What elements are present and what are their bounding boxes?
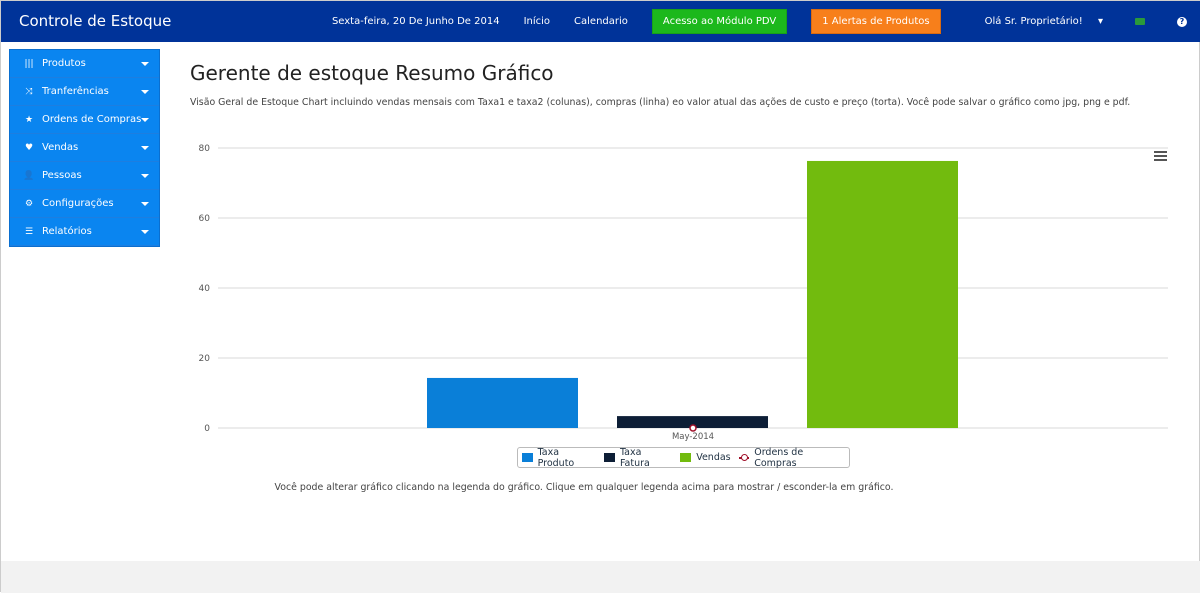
- y-tick-label: 20: [199, 354, 211, 364]
- line-point-ordens-de-compras: [689, 424, 697, 432]
- legend-item[interactable]: Ordens de Compras: [738, 446, 845, 469]
- sidebar: ||| Produtos ⤨ Tranferências ★ Ordens de Comp…: [9, 49, 160, 247]
- help-icon[interactable]: ?: [1177, 16, 1187, 27]
- user-menu-label: Olá Sr. Proprietário!: [984, 16, 1083, 27]
- nav-calendario[interactable]: Calendario: [574, 16, 628, 27]
- barcode-icon: |||: [24, 58, 34, 69]
- caret-down-icon: [141, 202, 149, 206]
- sidebar-item-0[interactable]: ||| Produtos: [10, 50, 159, 78]
- sidebar-item-label: Pessoas: [42, 170, 82, 181]
- sidebar-item-label: Vendas: [42, 142, 79, 153]
- legend-item[interactable]: Taxa Produto: [522, 447, 596, 469]
- pdv-button[interactable]: Acesso ao Módulo PDV: [651, 9, 788, 34]
- caret-down-icon: [141, 174, 149, 178]
- sidebar-item-label: Ordens de Compras: [42, 114, 142, 125]
- legend-label: Taxa Produto: [537, 446, 575, 469]
- nav-inicio[interactable]: Início: [523, 16, 551, 27]
- sidebar-item-3[interactable]: ♥ Vendas: [10, 134, 159, 162]
- footer: [1, 561, 1200, 593]
- star-icon: ★: [24, 114, 34, 125]
- random-icon: ⤨: [25, 86, 33, 97]
- legend-swatch: [604, 453, 615, 462]
- y-tick-label: 80: [199, 144, 211, 154]
- caret-down-icon: [141, 90, 149, 94]
- chart: 0 20 40 60 80 May-2014: [199, 144, 1168, 442]
- legend-item[interactable]: Vendas: [680, 452, 731, 463]
- legend-swatch: [680, 453, 692, 462]
- caret-down-icon: [141, 62, 149, 66]
- cog-icon: ⚙: [24, 198, 34, 209]
- user-menu[interactable]: Olá Sr. Proprietário! ▾: [984, 16, 1103, 27]
- x-tick-label: May-2014: [672, 432, 714, 442]
- legend-label: Vendas: [696, 452, 731, 463]
- bar-vendas: [807, 160, 958, 428]
- caret-down-icon: [141, 146, 149, 150]
- page-title: Gerente de estoque Resumo Gráfico: [190, 61, 554, 85]
- page-description: Visão Geral de Estoque Chart incluindo v…: [190, 97, 1131, 108]
- sidebar-item-label: Configurações: [42, 198, 114, 209]
- sidebar-item-label: Produtos: [42, 58, 86, 69]
- list-icon: ☰: [24, 226, 34, 237]
- legend-line-marker-icon: [738, 453, 750, 462]
- sidebar-item-6[interactable]: ☰ Relatórios: [10, 218, 159, 246]
- sidebar-item-1[interactable]: ⤨ Tranferências: [10, 78, 159, 106]
- sidebar-item-label: Relatórios: [42, 226, 92, 237]
- alerts-button[interactable]: 1 Alertas de Produtos: [811, 9, 941, 34]
- brand-title[interactable]: Controle de Estoque: [19, 12, 172, 30]
- bar-taxa-produto: [427, 377, 578, 428]
- navbar: Controle de Estoque Sexta-feira, 20 De J…: [1, 1, 1200, 42]
- y-tick-label: 0: [204, 424, 210, 434]
- caret-down-icon: [141, 230, 149, 234]
- bar-taxa-fatura: [617, 416, 768, 428]
- caret-down-icon: [141, 118, 149, 122]
- sidebar-item-4[interactable]: 👤 Pessoas: [10, 162, 159, 190]
- y-tick-label: 60: [199, 214, 211, 224]
- sidebar-item-2[interactable]: ★ Ordens de Compras: [10, 106, 159, 134]
- heart-icon: ♥: [24, 142, 34, 153]
- legend-label: Taxa Fatura: [619, 446, 650, 469]
- user-icon: 👤: [23, 170, 35, 181]
- sidebar-item-label: Tranferências: [42, 86, 109, 97]
- chart-legend: Taxa Produto Taxa Fatura Vendas Ordens de C…: [517, 446, 850, 469]
- legend-label: Ordens de Compras: [754, 446, 804, 469]
- chart-menu-icon[interactable]: [1154, 151, 1167, 163]
- legend-swatch: [522, 453, 533, 462]
- chart-note: Você pode alterar gráfico clicando na le…: [274, 482, 894, 493]
- flag-brazil-icon[interactable]: [1135, 18, 1145, 25]
- current-date: Sexta-feira, 20 De Junho De 2014: [331, 16, 500, 27]
- sidebar-item-5[interactable]: ⚙ Configurações: [10, 190, 159, 218]
- y-tick-label: 40: [199, 284, 211, 294]
- legend-item[interactable]: Taxa Fatura: [604, 447, 672, 469]
